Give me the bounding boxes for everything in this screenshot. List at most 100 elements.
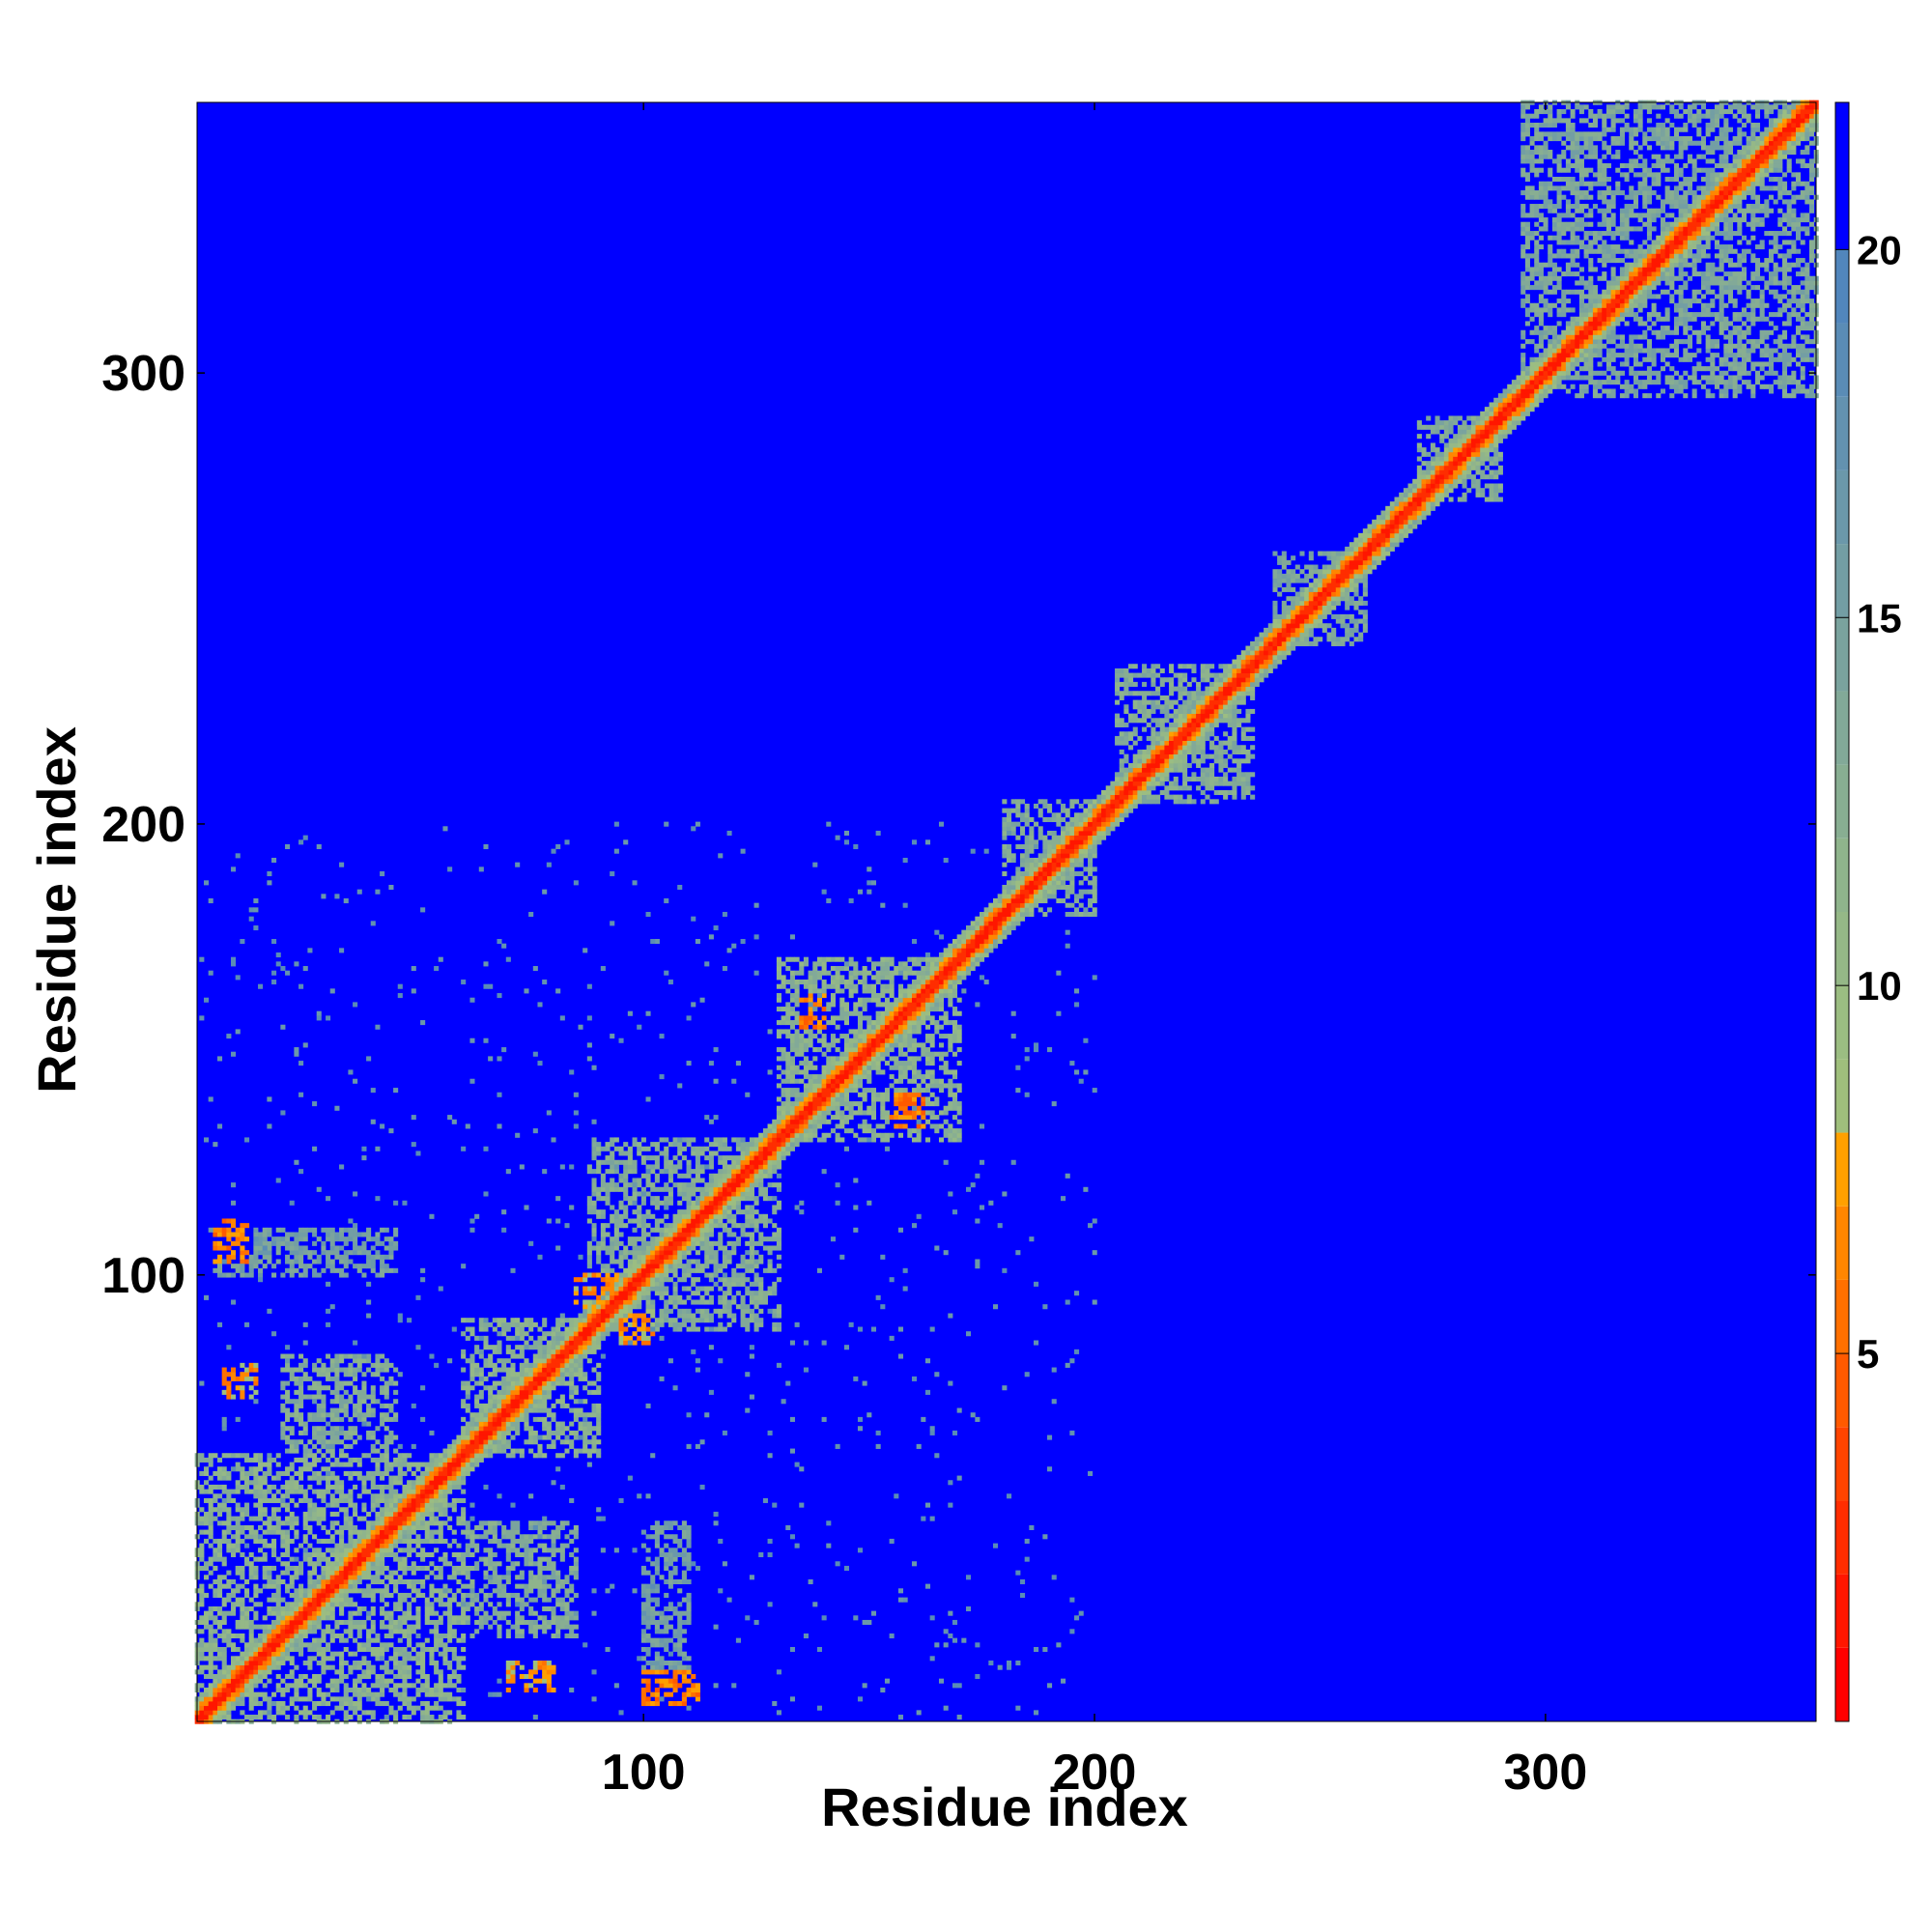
heatmap-cell — [235, 1570, 241, 1576]
heatmap-cell — [208, 1511, 213, 1517]
heatmap-cell — [1583, 343, 1589, 349]
heatmap-cell — [1205, 718, 1210, 724]
heatmap-cell — [1597, 312, 1603, 318]
heatmap-cell — [1538, 393, 1544, 399]
heatmap-cell — [1615, 280, 1621, 286]
heatmap-cell — [235, 1484, 241, 1490]
heatmap-cell — [1119, 776, 1124, 782]
heatmap-cell — [240, 1524, 245, 1530]
heatmap-cell — [231, 1534, 237, 1540]
heatmap-cell — [664, 1245, 669, 1251]
heatmap-cell — [758, 1155, 764, 1161]
heatmap-cell — [1502, 411, 1508, 416]
heatmap-cell — [370, 1696, 376, 1702]
heatmap-cell — [1520, 388, 1526, 394]
heatmap-cell — [1700, 194, 1707, 200]
heatmap-cell — [248, 1470, 254, 1476]
heatmap-cell — [280, 1629, 286, 1634]
heatmap-cell — [366, 1543, 372, 1548]
heatmap-cell — [221, 1534, 227, 1540]
heatmap-cell — [812, 1119, 818, 1124]
heatmap-cell — [1575, 329, 1580, 335]
heatmap-cell — [1123, 789, 1129, 796]
heatmap-cell — [1597, 321, 1603, 327]
heatmap-cell — [1791, 109, 1797, 115]
heatmap-cell — [1791, 104, 1797, 110]
heatmap-cell — [226, 1548, 232, 1553]
heatmap-cell — [704, 1205, 710, 1210]
heatmap-cell — [275, 1529, 281, 1535]
heatmap-cell — [1430, 492, 1435, 497]
heatmap-cell — [1705, 226, 1711, 232]
heatmap-cell — [569, 1345, 575, 1350]
heatmap-cell — [321, 1578, 327, 1585]
heatmap-cell — [894, 1010, 899, 1016]
heatmap-cell — [605, 1304, 611, 1310]
heatmap-cell — [438, 1453, 443, 1459]
heatmap-cell — [952, 952, 958, 958]
heatmap-cell — [280, 1551, 286, 1557]
heatmap-cell — [1651, 262, 1657, 268]
heatmap-cell — [248, 1687, 254, 1693]
heatmap-cell — [366, 1588, 372, 1594]
heatmap-cell — [1159, 745, 1165, 751]
heatmap-cell — [980, 929, 985, 935]
heatmap-cell — [618, 1308, 624, 1314]
heatmap-cell — [1629, 302, 1634, 308]
heatmap-cell — [785, 1132, 791, 1138]
heatmap-cell — [262, 1480, 268, 1486]
heatmap-cell — [329, 1575, 335, 1580]
heatmap-cell — [582, 1321, 588, 1327]
heatmap-cell — [672, 1223, 678, 1229]
heatmap-cell — [857, 1034, 864, 1039]
heatmap-cell — [1746, 167, 1751, 173]
heatmap-cell — [618, 1277, 624, 1283]
heatmap-cell — [321, 1583, 327, 1589]
heatmap-cell — [586, 1340, 592, 1346]
heatmap-cell — [1236, 677, 1242, 683]
heatmap-cell — [1683, 248, 1689, 254]
heatmap-cell — [329, 1696, 335, 1702]
heatmap-cell — [510, 1416, 516, 1422]
heatmap-cell — [1511, 388, 1517, 394]
heatmap-cell — [1299, 618, 1305, 624]
heatmap-cell — [285, 1619, 291, 1626]
heatmap-cell — [975, 916, 980, 922]
heatmap-cell — [1750, 154, 1756, 159]
heatmap-cell — [975, 925, 980, 931]
heatmap-cell — [596, 1318, 602, 1323]
heatmap-cell — [1691, 199, 1697, 205]
heatmap-cell — [221, 1705, 227, 1711]
heatmap-cell — [465, 1466, 470, 1472]
heatmap-cell — [204, 1565, 210, 1571]
heatmap-cell — [532, 1362, 538, 1368]
heatmap-cell — [492, 1439, 497, 1445]
heatmap-cell — [1376, 524, 1381, 529]
heatmap-cell — [375, 1683, 381, 1689]
heatmap-cell — [1034, 857, 1039, 864]
heatmap-cell — [664, 1259, 669, 1264]
heatmap-cell — [1673, 226, 1680, 232]
heatmap-cell — [691, 1200, 696, 1206]
heatmap-cell — [289, 1656, 295, 1662]
heatmap-cell — [1218, 691, 1224, 696]
heatmap-cell — [334, 1651, 340, 1657]
heatmap-cell — [339, 1497, 345, 1503]
heatmap-cell — [240, 1610, 245, 1616]
heatmap-cell — [551, 1353, 556, 1359]
heatmap-cell — [799, 1110, 805, 1116]
heatmap-cell — [285, 1610, 291, 1616]
heatmap-cell — [1299, 613, 1305, 619]
heatmap-cell — [438, 1457, 443, 1463]
heatmap-cell — [623, 1286, 629, 1292]
heatmap-cell — [1629, 307, 1634, 313]
heatmap-cell — [740, 1178, 746, 1183]
heatmap-cell — [231, 1592, 237, 1599]
heatmap-cell — [1015, 880, 1021, 886]
heatmap-cell — [916, 1020, 922, 1026]
heatmap-cell — [1746, 181, 1751, 186]
heatmap-cell — [803, 1132, 809, 1138]
heatmap-cell — [451, 1439, 457, 1445]
heatmap-cell — [816, 1115, 822, 1121]
heatmap-cell — [853, 1065, 859, 1070]
